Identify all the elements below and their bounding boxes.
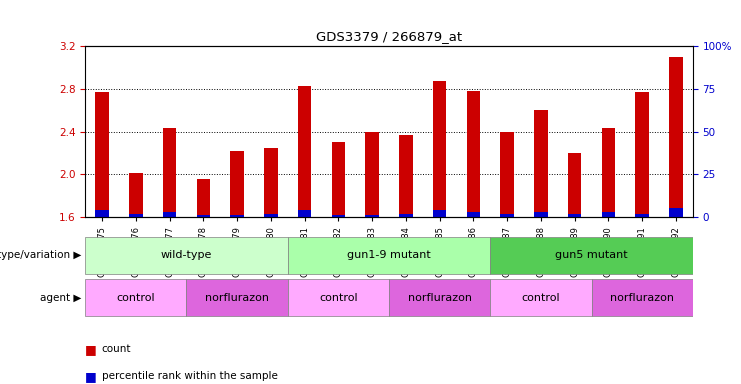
Bar (196, 215, 210, 217)
Bar (602, 212, 615, 217)
Bar (163, 212, 176, 217)
FancyBboxPatch shape (187, 279, 288, 316)
Bar (399, 214, 413, 217)
Text: gun1-9 mutant: gun1-9 mutant (347, 250, 431, 260)
Bar (129, 214, 142, 217)
Bar (500, 214, 514, 217)
Bar (500, 131, 514, 217)
Text: norflurazon: norflurazon (408, 293, 472, 303)
Bar (129, 173, 142, 217)
Bar (163, 128, 176, 217)
FancyBboxPatch shape (85, 279, 187, 316)
Text: norflurazon: norflurazon (205, 293, 269, 303)
Bar (433, 210, 446, 217)
Text: agent ▶: agent ▶ (40, 293, 82, 303)
Text: ■: ■ (85, 343, 102, 356)
FancyBboxPatch shape (288, 279, 389, 316)
Bar (636, 214, 649, 217)
Text: count: count (102, 344, 131, 354)
Text: gun5 mutant: gun5 mutant (555, 250, 628, 260)
Text: control: control (319, 293, 358, 303)
Bar (264, 214, 278, 217)
Bar (568, 214, 582, 217)
Bar (230, 215, 244, 217)
FancyBboxPatch shape (491, 279, 591, 316)
Bar (669, 209, 682, 217)
Bar (669, 57, 682, 217)
Bar (365, 131, 379, 217)
Text: wild-type: wild-type (161, 250, 212, 260)
FancyBboxPatch shape (389, 279, 491, 316)
Bar (298, 210, 311, 217)
Bar (96, 210, 109, 217)
FancyBboxPatch shape (85, 237, 288, 274)
Text: genotype/variation ▶: genotype/variation ▶ (0, 250, 82, 260)
Text: percentile rank within the sample: percentile rank within the sample (102, 371, 277, 381)
Bar (264, 147, 278, 217)
Text: control: control (522, 293, 560, 303)
Bar (230, 151, 244, 217)
Bar (298, 86, 311, 217)
Bar (467, 91, 480, 217)
Bar (467, 212, 480, 217)
Bar (332, 215, 345, 217)
Bar (365, 215, 379, 217)
Title: GDS3379 / 266879_at: GDS3379 / 266879_at (316, 30, 462, 43)
Bar (602, 128, 615, 217)
FancyBboxPatch shape (491, 237, 693, 274)
Bar (399, 135, 413, 217)
Bar (332, 142, 345, 217)
Text: norflurazon: norflurazon (610, 293, 674, 303)
FancyBboxPatch shape (591, 279, 693, 316)
Text: control: control (116, 293, 155, 303)
FancyBboxPatch shape (288, 237, 491, 274)
Text: ■: ■ (85, 370, 102, 383)
Bar (433, 81, 446, 217)
Bar (534, 110, 548, 217)
Bar (568, 153, 582, 217)
Bar (534, 212, 548, 217)
Bar (96, 92, 109, 217)
Bar (636, 92, 649, 217)
Bar (196, 179, 210, 217)
